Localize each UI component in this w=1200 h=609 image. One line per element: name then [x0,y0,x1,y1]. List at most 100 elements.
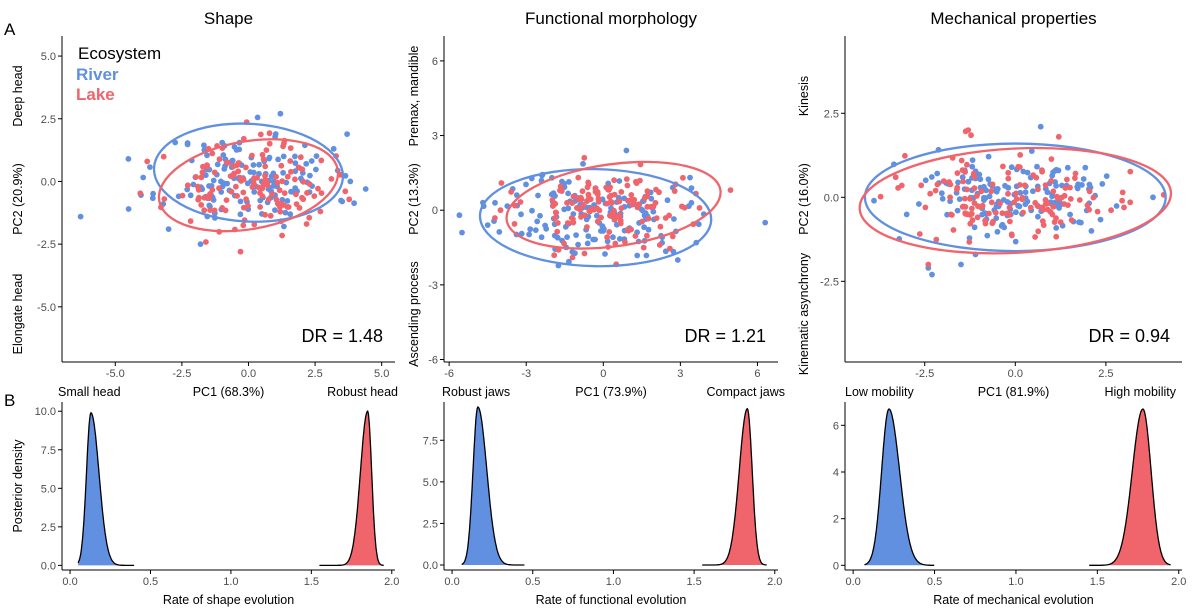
data-point-river [362,186,369,192]
data-point-river [313,153,320,160]
data-point-river [272,207,278,214]
data-point-lake [1019,196,1025,203]
data-point-river [1086,181,1093,188]
data-point-lake [925,261,932,268]
dr-label: DR = 1.21 [684,326,766,346]
data-point-lake [932,187,939,194]
data-point-lake [1119,189,1126,196]
x-tick-label: 6 [754,368,760,380]
data-point-river [954,207,961,214]
data-point-river [979,211,986,218]
data-point-lake [187,218,194,225]
data-point-lake [971,185,978,192]
data-point-lake [961,195,968,202]
data-point-river [543,225,550,232]
data-point-lake [1127,168,1134,175]
data-point-river [254,114,261,121]
data-point-lake [235,168,242,175]
data-point-lake [580,202,586,209]
data-point-lake [669,233,676,240]
data-point-river [762,219,769,226]
y-tick-label: 7.5 [423,435,438,447]
data-point-lake [934,181,941,188]
data-point-lake [259,151,266,158]
x-axis-low-label: Robust jaws [442,385,510,399]
data-point-lake [346,196,353,203]
data-point-lake [1008,231,1015,238]
data-point-lake [606,186,613,192]
data-point-lake [1051,219,1058,226]
confidence-ellipse-lake [157,138,340,233]
data-point-river [292,153,298,160]
data-point-river [1097,216,1104,223]
data-point-lake [257,204,263,210]
data-point-lake [1053,233,1060,240]
data-point-lake [1032,199,1039,206]
data-point-lake [1004,210,1010,217]
data-point-lake [209,187,216,193]
data-point-river [147,164,153,171]
data-point-river [984,232,991,239]
data-point-river [584,240,591,247]
data-point-lake [137,190,144,197]
data-point-river [206,202,213,209]
y-tick-label: 6 [833,420,839,432]
data-point-lake [596,207,603,214]
data-point-river [969,157,976,164]
data-point-lake [311,193,318,200]
x-tick-label: -6 [444,368,454,380]
data-point-river [281,223,287,230]
data-point-river [1078,219,1084,226]
data-point-river [184,141,191,148]
functional-rate-density-plot: Rate of functional evolution 0.0 0.5 1.0 1.5… [423,402,782,607]
data-point-river [1002,182,1008,189]
data-point-lake [595,198,602,205]
data-point-river [664,197,671,204]
data-point-lake [680,174,686,181]
data-point-river [671,216,677,222]
data-point-river [282,209,289,216]
data-point-lake [1067,196,1074,202]
y-tick-label: 0.0 [824,192,839,204]
data-point-river [268,173,275,180]
data-point-river [284,198,291,204]
data-point-lake [1057,219,1064,226]
data-point-lake [342,188,349,195]
data-point-lake [292,176,298,183]
data-point-lake [179,192,186,199]
data-point-river [983,187,989,194]
y-axis-label: PC2 (13.3%) [407,163,421,235]
data-point-river [1067,211,1073,218]
data-point-lake [604,200,610,207]
data-point-lake [960,203,967,210]
data-point-lake [315,185,321,192]
data-point-river [585,233,592,240]
data-point-lake [1020,209,1026,216]
data-point-river [218,178,224,185]
data-point-river [641,224,647,231]
x-tick-label: -2.5 [172,368,191,380]
data-point-lake [877,193,884,200]
data-point-lake [1072,170,1079,177]
data-point-lake [968,210,975,217]
data-point-lake [958,157,965,164]
data-point-lake [584,224,590,230]
data-point-lake [1042,182,1049,189]
data-point-lake [954,170,961,177]
data-point-river [1099,181,1106,187]
data-point-river [688,199,695,206]
data-point-river [1017,189,1024,196]
data-point-lake [198,174,205,181]
data-point-river [280,153,287,160]
data-point-river [566,179,572,185]
data-point-river [958,261,964,268]
data-point-river [985,176,992,183]
data-point-lake [269,191,275,197]
data-point-river [292,160,299,167]
data-point-river [277,110,284,117]
data-point-lake [582,212,588,219]
data-point-lake [1017,182,1023,188]
data-point-lake [278,162,285,169]
data-point-lake [196,194,202,201]
